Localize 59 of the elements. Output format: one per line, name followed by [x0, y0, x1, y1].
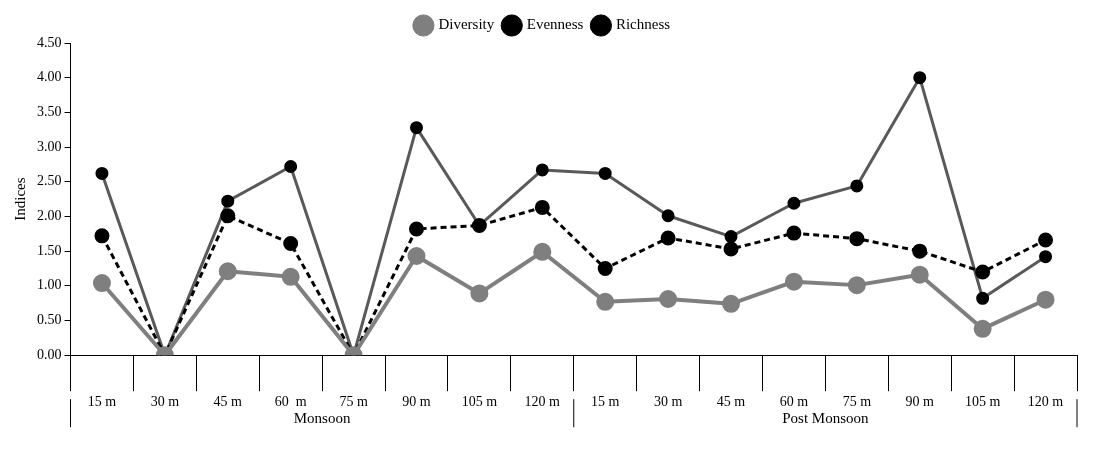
point: [723, 241, 739, 257]
point: [597, 260, 613, 276]
x-tick-label: 30 m: [150, 394, 180, 410]
y-tick-label: 0.50: [37, 312, 62, 328]
text: Monsoon: [293, 410, 351, 427]
x-tick-label: 45 m: [213, 394, 243, 410]
x-tick-label: 75 m: [842, 394, 872, 410]
point: [407, 246, 426, 265]
x-tick-label: 15 m: [87, 394, 117, 410]
point: [92, 274, 111, 293]
y-tick-label: 2.00: [37, 208, 62, 224]
y-tick-label: 3.00: [37, 138, 62, 154]
point: [533, 242, 552, 261]
legend-label: Evenness: [526, 16, 584, 33]
point: [660, 230, 676, 246]
legend-label: Richness: [615, 16, 671, 33]
point: [912, 243, 928, 259]
point: [849, 231, 865, 247]
point: [281, 267, 300, 286]
y-tick-label: 1.50: [37, 242, 62, 258]
y-tick-label: 4.50: [37, 34, 62, 50]
y-axis-title: Indices: [11, 177, 28, 221]
point: [973, 319, 992, 338]
point: [1038, 232, 1054, 248]
x-tick-label: 105 m: [461, 394, 498, 410]
point: [534, 199, 550, 215]
point: [470, 284, 489, 303]
y-tick-label: 0.00: [37, 346, 62, 362]
point: [220, 208, 236, 224]
x-tick-label: 90 m: [905, 394, 935, 410]
point: [408, 221, 424, 237]
point: [847, 276, 866, 295]
point: [283, 236, 299, 251]
y-tick-label: 2.50: [37, 173, 62, 189]
x-tick-label: 75 m: [339, 394, 368, 410]
y-tick-label: 4.00: [37, 69, 62, 85]
x-tick-label: 15 m: [591, 394, 620, 410]
legend-label: Diversity: [438, 16, 495, 33]
point: [910, 265, 929, 284]
x-tick-label: 120 m: [1027, 394, 1064, 410]
x-tick-label: 105 m: [964, 394, 1001, 410]
point: [94, 228, 110, 244]
text: Post Monsoon: [782, 410, 870, 427]
point: [722, 294, 741, 313]
point: [218, 262, 237, 281]
x-tick-label: 60 m: [274, 394, 307, 410]
x-tick-label: 90 m: [402, 394, 431, 410]
x-tick-label: 120 m: [524, 394, 561, 410]
y-tick-label: 1.00: [37, 277, 62, 293]
x-tick-label: 30 m: [653, 394, 683, 410]
point: [596, 292, 615, 311]
point: [784, 272, 803, 291]
point: [1036, 290, 1055, 309]
x-tick-label: 45 m: [716, 394, 746, 410]
y-tick-label: 3.50: [37, 104, 62, 120]
point: [975, 264, 991, 280]
point: [659, 290, 678, 308]
point: [786, 225, 802, 241]
x-tick-label: 60 m: [779, 394, 809, 410]
